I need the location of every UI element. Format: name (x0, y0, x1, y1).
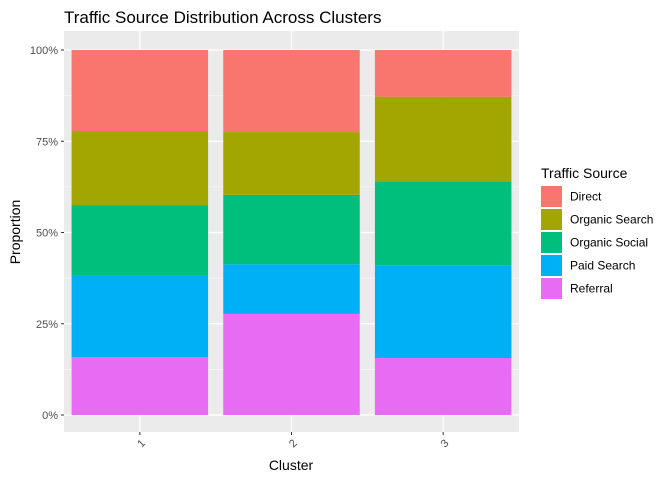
y-axis-title: Proportion (7, 200, 23, 265)
x-tick-label: 1 (135, 437, 148, 450)
x-axis-ticks: 1 2 3 (135, 432, 451, 450)
legend-label: Direct (570, 190, 602, 204)
y-tick-label: 75% (36, 136, 58, 148)
bar-segment (374, 50, 512, 97)
x-axis-title: Cluster (269, 457, 314, 473)
bar-segment (223, 132, 360, 195)
bar-segment (374, 96, 512, 182)
legend-label: Referral (570, 282, 613, 296)
legend-title: Traffic Source (541, 165, 628, 181)
bar-segment (223, 194, 360, 265)
legend-label: Organic Social (570, 236, 648, 250)
x-tick-label: 3 (439, 437, 452, 450)
bar-segment (71, 50, 209, 132)
legend-key (541, 186, 562, 207)
y-tick-label: 100% (30, 45, 58, 57)
legend-label: Paid Search (570, 259, 635, 273)
legend-key (541, 278, 562, 299)
y-tick-label: 50% (36, 228, 58, 240)
bar-segment (374, 265, 512, 359)
bar-segment (223, 264, 360, 314)
legend: Traffic Source Direct Organic Search Organ… (541, 165, 653, 299)
bar-segment (374, 358, 512, 415)
bars-layer (71, 50, 512, 415)
x-tick-label: 2 (287, 437, 300, 450)
bar-segment (374, 181, 512, 266)
legend-label: Organic Search (570, 213, 653, 227)
y-axis-ticks: 0% 25% 50% 75% 100% (30, 45, 64, 422)
bar-segment (71, 275, 209, 357)
bar-segment (223, 50, 360, 133)
legend-key (541, 255, 562, 276)
legend-items: Direct Organic Search Organic Social Paid S… (541, 186, 653, 299)
bar-segment (223, 313, 360, 415)
legend-key (541, 209, 562, 230)
y-tick-label: 0% (42, 410, 58, 422)
bar-segment (71, 356, 209, 415)
legend-key (541, 232, 562, 253)
bar-segment (71, 131, 209, 206)
bar-segment (71, 205, 209, 276)
chart-title: Traffic Source Distribution Across Clust… (64, 8, 381, 27)
y-tick-label: 25% (36, 319, 58, 331)
